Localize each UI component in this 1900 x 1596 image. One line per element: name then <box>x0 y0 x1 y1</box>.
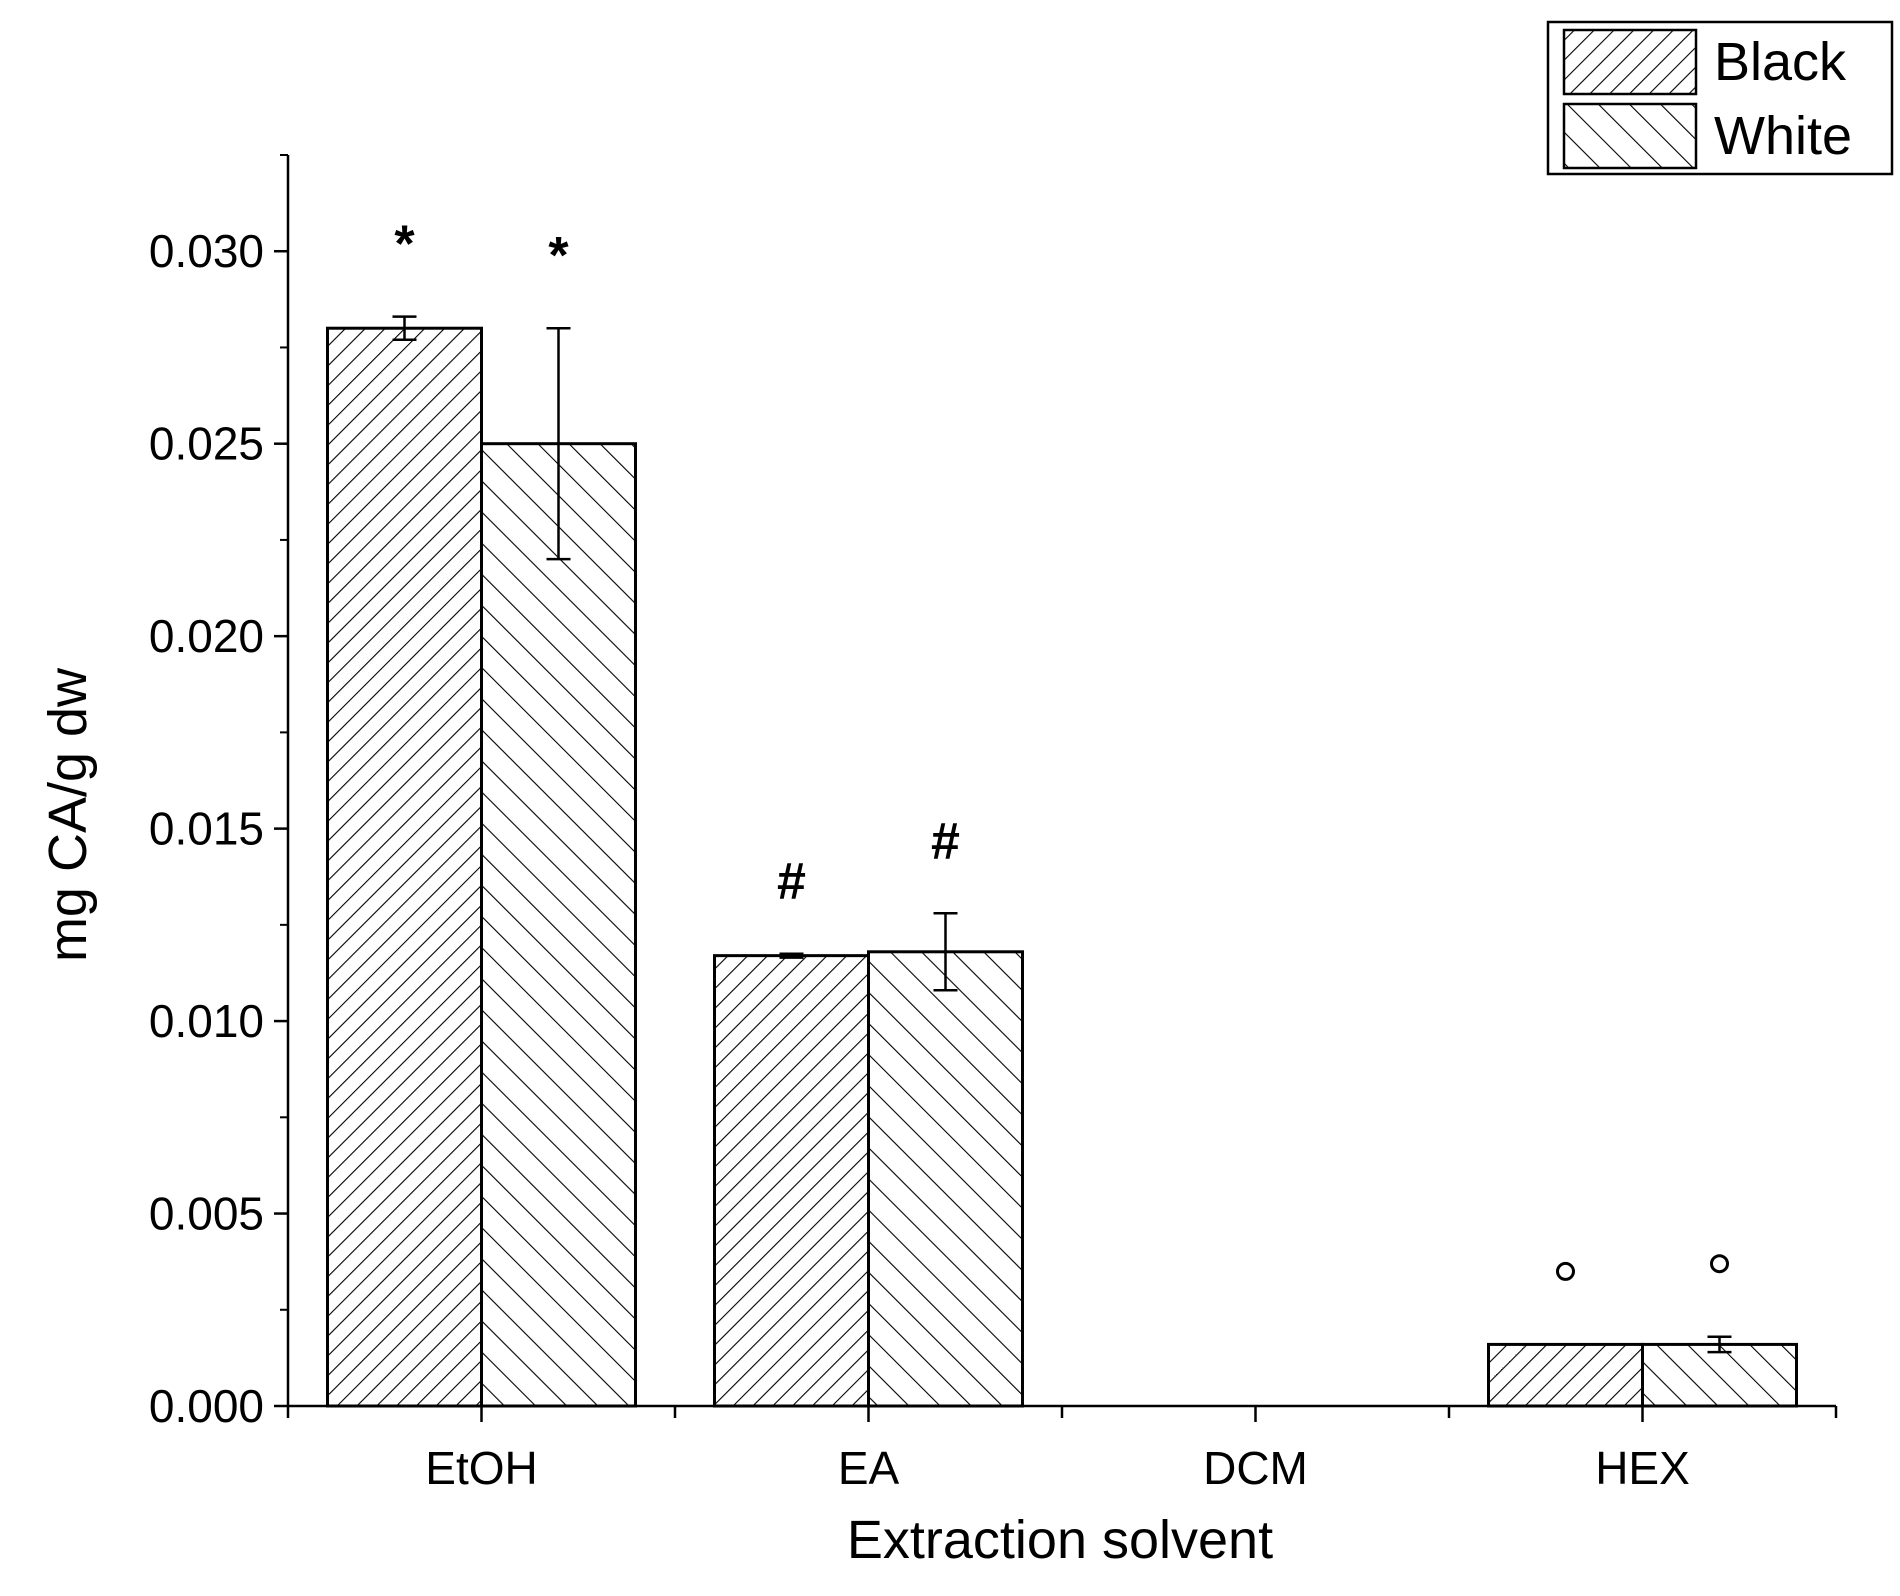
x-axis-title: Extraction solvent <box>847 1510 1273 1570</box>
annotation-mark-white-etoh: * <box>548 227 569 285</box>
annotation-mark-black-ea: # <box>777 853 806 911</box>
error-bar-black-ea <box>779 952 804 959</box>
x-axis-ticks: EtOH EA DCM HEX <box>286 1406 1838 1494</box>
x-tick-label-etoh: EtOH <box>425 1442 537 1494</box>
bar-white-etoh <box>480 442 637 1408</box>
legend-label-white: White <box>1714 106 1852 166</box>
y-tick-label: 0.020 <box>149 610 264 662</box>
y-tick-label: 0.000 <box>149 1380 264 1432</box>
x-tick-label-dcm: DCM <box>1203 1442 1308 1494</box>
x-tick-label-ea: EA <box>838 1442 900 1494</box>
annotation-mark-white-ea: # <box>931 812 960 870</box>
bars-layer <box>326 326 1798 1408</box>
bar-white-hex <box>1641 1342 1798 1408</box>
y-tick-label: 0.015 <box>149 803 264 855</box>
legend-label-black: Black <box>1714 32 1847 92</box>
annotation-mark-black-etoh: * <box>394 216 415 274</box>
bar-white-ea <box>867 950 1024 1408</box>
error-bars-layer <box>392 315 1732 1354</box>
x-tick-label-hex: HEX <box>1595 1442 1690 1494</box>
legend: Black White <box>1546 20 1894 176</box>
y-tick-label: 0.030 <box>149 225 264 277</box>
error-bar-black-etoh <box>392 315 417 342</box>
annotations-layer: * * # # <box>394 216 1729 1281</box>
bar-black-hex <box>1487 1342 1644 1408</box>
y-axis-title: mg CA/g dw <box>38 667 98 962</box>
error-bar-white-ea <box>933 912 958 992</box>
bar-black-etoh <box>326 326 483 1408</box>
legend-swatch-white <box>1562 102 1698 170</box>
y-axis-ticks: 0.000 0.005 0.010 0.015 0.020 0.025 0.030 <box>149 154 288 1432</box>
annotation-mark-white-hex <box>1710 1254 1729 1274</box>
y-tick-label: 0.025 <box>149 418 264 470</box>
bar-black-ea <box>713 954 870 1408</box>
y-tick-label: 0.005 <box>149 1188 264 1240</box>
legend-swatch-black <box>1562 28 1698 96</box>
error-bar-white-etoh <box>546 326 571 561</box>
y-tick-label: 0.010 <box>149 995 264 1047</box>
error-bar-white-hex <box>1707 1335 1732 1354</box>
annotation-mark-black-hex <box>1556 1261 1575 1281</box>
